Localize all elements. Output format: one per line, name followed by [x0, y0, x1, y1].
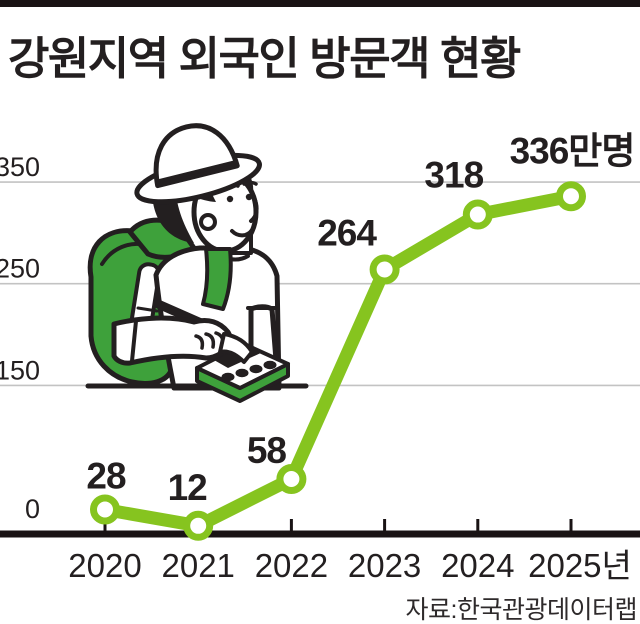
chart-title: 강원지역 외국인 방문객 현황 — [8, 33, 521, 84]
year-label: 2025년 — [528, 547, 632, 584]
point-label: 318 — [424, 155, 483, 196]
calculator-button — [235, 368, 249, 378]
point-label: 58 — [247, 430, 287, 471]
hat-crown — [153, 123, 240, 189]
year-label: 2020 — [68, 547, 141, 584]
nose — [249, 195, 259, 223]
trend-line — [98, 189, 578, 533]
data-point — [183, 510, 214, 541]
point-label: 28 — [86, 456, 126, 497]
x-axis: 2020 2021 2022 2023 2024 2025년 — [0, 519, 640, 584]
mouth — [230, 228, 254, 238]
hat-band — [155, 160, 238, 184]
data-point — [556, 181, 586, 212]
data-point — [462, 199, 493, 230]
calculator-button — [221, 372, 235, 382]
data-point — [369, 254, 400, 285]
point-label: 264 — [317, 212, 377, 253]
source-credit: 자료:한국관광데이터랩 — [405, 596, 638, 624]
data-point — [276, 464, 307, 495]
point-label: 12 — [168, 467, 208, 508]
y-tick-label: 350 — [0, 152, 40, 182]
tourist-illustration — [85, 123, 309, 403]
point-label: 336만명 — [510, 130, 635, 171]
data-point — [90, 494, 120, 525]
eye-left — [226, 195, 234, 203]
shoulder-strap — [201, 247, 233, 311]
year-label: 2023 — [348, 547, 421, 584]
eye-right — [245, 193, 253, 201]
pointing-arm — [111, 315, 254, 366]
year-label: 2024 — [441, 547, 514, 584]
y-tick-label: 150 — [0, 355, 40, 385]
data-series — [90, 181, 586, 541]
year-label: 2021 — [161, 547, 234, 584]
bucket-hat — [134, 123, 262, 205]
ear — [199, 213, 217, 231]
knuckle-2 — [204, 332, 216, 349]
top-rule — [0, 0, 640, 7]
calculator-button — [263, 360, 277, 370]
y-tick-label: 250 — [0, 254, 40, 284]
cuff-line — [130, 319, 138, 363]
value-labels: 28 12 58 264 318 336만명 — [86, 130, 635, 508]
year-label: 2022 — [255, 547, 328, 584]
index-finger — [218, 332, 254, 364]
knuckle-1 — [194, 334, 205, 350]
y-tick-label: 0 — [25, 494, 40, 524]
calculator-button — [249, 364, 263, 374]
eyebrow-right — [242, 180, 258, 186]
backpack-buckle — [136, 306, 159, 313]
